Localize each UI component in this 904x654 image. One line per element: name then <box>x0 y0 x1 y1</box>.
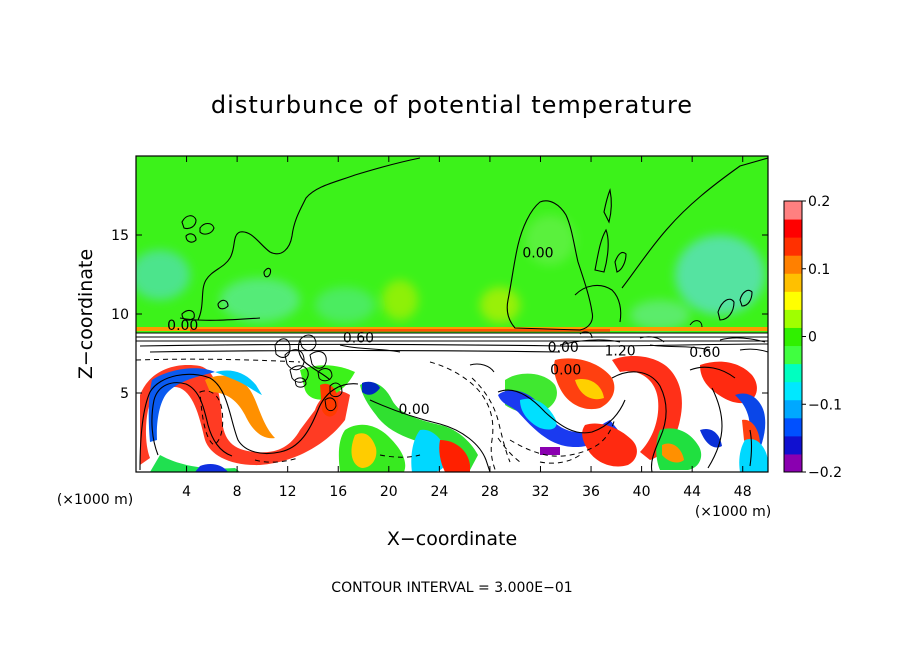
colorbar-segment <box>784 327 802 347</box>
x-tick-label: 44 <box>683 484 701 500</box>
x-tick-label: 20 <box>380 484 398 500</box>
x-tick-label: 32 <box>532 484 550 500</box>
colorbar-tick-label: −0.2 <box>808 465 842 481</box>
contour-label: 0.60 <box>343 331 374 347</box>
inversion-layer-white <box>136 333 768 355</box>
contour-interval-text: CONTOUR INTERVAL = 3.000E−01 <box>331 580 572 596</box>
colorbar-segment <box>784 399 802 419</box>
x-tick-label: 36 <box>582 484 600 500</box>
colorbar-segment <box>784 273 802 292</box>
colorbar-segment <box>784 435 802 455</box>
contour-label: 0.00 <box>522 245 553 261</box>
colorbar-segment <box>784 345 802 365</box>
x-unit-left: (×1000 m) <box>57 492 133 508</box>
contour-label: 0.00 <box>398 402 429 418</box>
x-axis-title: X−coordinate <box>387 528 517 550</box>
colorbar-segment <box>784 291 802 310</box>
negative-contour-lines <box>136 358 616 472</box>
contour-label: 0.00 <box>550 362 581 378</box>
plot-area: 0.00 0.60 0.00 0.00 0.00 1.20 0.00 0.60 <box>136 156 768 472</box>
x-tick-label: 40 <box>633 484 651 500</box>
x-tick-label: 16 <box>329 484 347 500</box>
colorbar-segment <box>784 309 802 328</box>
x-tick-label: 4 <box>182 484 191 500</box>
dense-contour-cluster <box>274 320 768 412</box>
colorbar-segment <box>784 453 802 473</box>
y-axis-title: Z−coordinate <box>75 249 97 379</box>
contour-labels: 0.00 0.60 0.00 0.00 0.00 1.20 0.00 0.60 <box>167 245 720 417</box>
colorbar: 0.2 0.1 0 −0.1 −0.2 <box>783 194 842 481</box>
contour-label: 0.60 <box>689 345 720 361</box>
x-tick-label: 24 <box>430 484 448 500</box>
colorbar-tick-label: 0.2 <box>808 194 830 210</box>
contour-lines <box>136 157 768 472</box>
colorbar-segment <box>784 237 802 256</box>
x-tick-label: 8 <box>233 484 242 500</box>
contour-label: 0.00 <box>548 340 579 356</box>
colorbar-segment <box>784 255 802 274</box>
colorbar-segment <box>784 381 802 401</box>
contour-label: 0.00 <box>167 318 198 334</box>
colorbar-tick-label: 0.1 <box>808 262 830 278</box>
colorbar-segment <box>784 219 802 238</box>
colorbar-segment <box>784 363 802 383</box>
chart-title: disturbunce of potential temperature <box>211 91 693 119</box>
colorbar-tick-label: −0.1 <box>808 397 842 413</box>
x-axis: 4 8 12 16 20 24 28 32 36 40 44 48 <box>182 156 752 500</box>
y-tick-label: 5 <box>120 386 129 402</box>
contour-label: 1.20 <box>605 343 636 359</box>
lower-field-structures <box>140 356 768 472</box>
colorbar-segment <box>784 201 802 220</box>
x-tick-label: 28 <box>481 484 499 500</box>
colorbar-tick-label: 0 <box>808 330 817 346</box>
y-axis: 5 10 15 <box>111 228 768 402</box>
colorbar-segment <box>784 417 802 437</box>
y-tick-label: 15 <box>111 228 129 244</box>
x-unit-right: (×1000 m) <box>695 504 771 520</box>
x-tick-label: 48 <box>734 484 752 500</box>
x-tick-label: 12 <box>279 484 297 500</box>
y-tick-label: 10 <box>111 307 129 323</box>
inversion-layer-red <box>190 329 610 332</box>
